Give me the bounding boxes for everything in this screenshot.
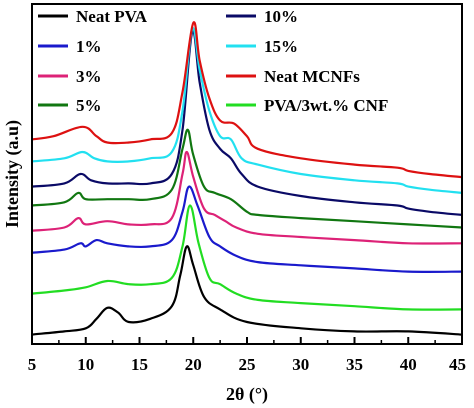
legend-label: Neat MCNFs <box>264 67 360 86</box>
series-line-neat-pva <box>31 245 463 336</box>
x-tick-label-30: 30 <box>292 355 309 374</box>
x-tick-label-25: 25 <box>239 355 256 374</box>
legend-label: 3% <box>76 67 102 86</box>
legend-item-neat-pva: Neat PVA <box>38 7 148 26</box>
legend-label: 10% <box>264 7 298 26</box>
series-layer <box>31 21 463 336</box>
plot-area <box>32 4 462 344</box>
y-axis-label: Intensity (a.u) <box>2 120 23 228</box>
series-line-5 <box>31 128 463 229</box>
legend-item-10: 10% <box>226 7 298 26</box>
legend-item-pva-3wt-cnf: PVA/3wt.% CNF <box>226 96 388 115</box>
x-tick-label-10: 10 <box>77 355 94 374</box>
x-axis-label: 2θ (°) <box>226 384 268 405</box>
x-tick-label-40: 40 <box>400 355 417 374</box>
legend-label: 15% <box>264 37 298 56</box>
tick-layer: 5 10 15 20 25 30 35 40 45 <box>28 337 466 374</box>
legend-label: 1% <box>76 37 102 56</box>
legend-item-3: 3% <box>38 67 102 86</box>
series-line-neat-mcnfs <box>31 21 463 179</box>
legend-item-neat-mcnfs: Neat MCNFs <box>226 67 360 86</box>
x-tick-label-20: 20 <box>185 355 202 374</box>
legend: Neat PVA 10% 1% 15% 3% Neat MCNFs 5% PVA/3wt.% … <box>38 7 388 115</box>
series-line-pva-3wt-cnf <box>31 204 463 311</box>
series-line-3 <box>31 150 463 245</box>
legend-item-15: 15% <box>226 37 298 56</box>
x-tick-label-35: 35 <box>346 355 363 374</box>
x-tick-label-45: 45 <box>449 355 466 374</box>
legend-item-5: 5% <box>38 96 102 115</box>
legend-label: PVA/3wt.% CNF <box>264 96 388 115</box>
series-line-15 <box>31 27 463 194</box>
legend-item-1: 1% <box>38 37 102 56</box>
legend-label: 5% <box>76 96 102 115</box>
legend-label: Neat PVA <box>76 7 148 26</box>
x-tick-label-15: 15 <box>131 355 148 374</box>
x-tick-label-5: 5 <box>28 355 37 374</box>
series-line-10 <box>31 30 463 216</box>
series-line-1 <box>31 185 463 273</box>
